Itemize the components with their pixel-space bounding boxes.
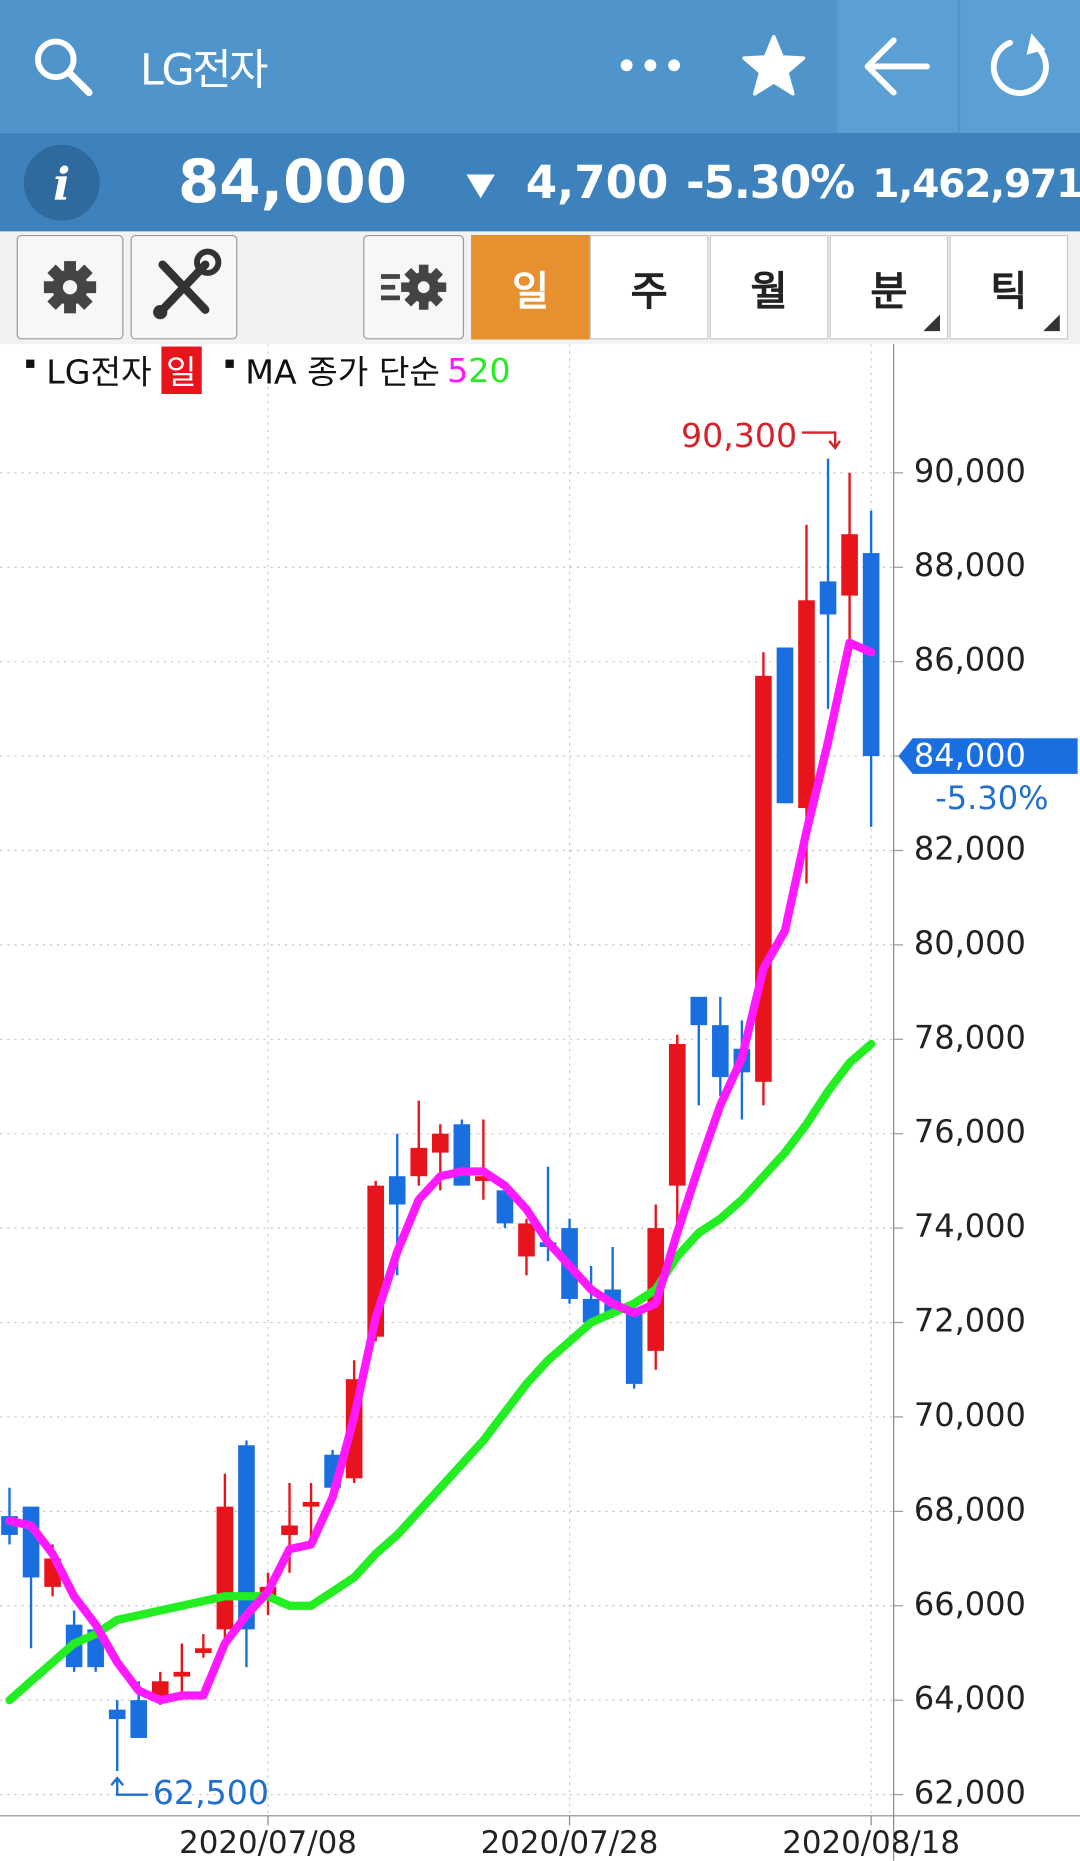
y-tick-label: 66,000 — [914, 1585, 1026, 1623]
y-tick-label: 82,000 — [914, 829, 1026, 867]
y-tick-label: 74,000 — [914, 1207, 1026, 1245]
candle-body — [690, 996, 708, 1026]
y-tick-label: 62,000 — [914, 1774, 1026, 1812]
tab-corner — [1043, 314, 1060, 332]
y-tick-label: 78,000 — [914, 1018, 1026, 1056]
candle-body — [388, 1176, 406, 1205]
candle-body — [22, 1506, 40, 1578]
top-bar: LG전자 — [0, 0, 1080, 133]
settings-button[interactable] — [16, 234, 124, 340]
legend-ma20: 20 — [468, 350, 511, 390]
tab-corner — [923, 314, 940, 332]
candle-body — [668, 1044, 686, 1186]
y-tick-label: 64,000 — [914, 1679, 1026, 1717]
candle-body — [410, 1147, 428, 1177]
tab[interactable]: 주 — [589, 234, 709, 340]
legend-ma5: 5 — [447, 350, 469, 390]
candle-body — [841, 534, 858, 596]
candle-body — [431, 1133, 449, 1153]
ma-line — [5, 638, 876, 1705]
low-marker-label: 62,500 — [153, 1773, 269, 1812]
legend-symbol: LG전자 — [46, 352, 152, 392]
tab[interactable]: 일 — [471, 234, 590, 340]
legend: LG전자 일 MA 종가 단순 5 20 — [26, 346, 511, 395]
x-tick-label: 2020/07/28 — [481, 1825, 659, 1861]
refresh-icon — [990, 33, 1049, 96]
candle-body — [302, 1501, 320, 1507]
indicator-icon — [380, 264, 447, 310]
gear-icon — [43, 261, 97, 314]
toolbar: 일 주 월 분 틱 — [0, 231, 1080, 345]
down-triangle — [466, 174, 495, 199]
last-price-label: 84,000 — [914, 736, 1026, 774]
more-button[interactable] — [617, 53, 683, 77]
info-button[interactable]: i — [23, 144, 100, 221]
legend-period: 일 — [161, 346, 202, 395]
candle-body — [130, 1700, 148, 1738]
price-change: 4,700 — [525, 156, 669, 209]
candle-body — [238, 1445, 255, 1630]
volume: 1,462,971 — [872, 160, 1080, 207]
candle-body — [625, 1308, 643, 1384]
y-tick-label: 76,000 — [914, 1113, 1026, 1151]
candle-body — [712, 1025, 729, 1078]
back-icon — [864, 37, 930, 96]
y-tick-label: 68,000 — [914, 1490, 1026, 1528]
current-price: 84,000 — [178, 147, 408, 216]
tab[interactable]: 분 — [829, 234, 949, 340]
favorite-button[interactable] — [741, 33, 807, 99]
candle-body — [496, 1190, 514, 1224]
stock-title: LG전자 — [140, 46, 268, 95]
ma-line — [5, 1039, 876, 1705]
tab-label: 분 — [870, 267, 908, 316]
legend-marker — [225, 359, 234, 368]
legend-marker — [26, 359, 35, 368]
y-tick-label: 86,000 — [914, 641, 1026, 679]
y-tick-label: 90,000 — [914, 452, 1026, 490]
candle-body — [518, 1223, 535, 1257]
chart: 62,000 64,000 66,000 68,000 70,000 72,000 74,0… — [0, 344, 1080, 1861]
x-tick-label: 2020/07/08 — [179, 1825, 357, 1861]
search-button[interactable] — [30, 33, 96, 99]
y-tick-label: 88,000 — [914, 546, 1026, 584]
back-button[interactable] — [836, 0, 958, 133]
candle-body — [108, 1709, 126, 1720]
legend-indicator: MA 종가 단순 — [245, 352, 441, 392]
candle-body — [755, 675, 772, 1082]
high-marker-label: 90,300 — [681, 416, 797, 455]
candle-body — [195, 1648, 212, 1653]
tools-icon — [153, 248, 222, 320]
y-tick-label: 80,000 — [914, 924, 1026, 962]
candle-body — [798, 600, 815, 808]
candle-body — [281, 1525, 298, 1535]
candle-body — [216, 1506, 234, 1630]
candle-body — [819, 581, 837, 615]
tab[interactable]: 월 — [709, 234, 829, 340]
low-marker-arrow — [110, 1776, 149, 1796]
candle-body — [776, 647, 794, 804]
y-tick-label: 72,000 — [914, 1302, 1026, 1340]
y-tick-label: 70,000 — [914, 1396, 1026, 1434]
tab[interactable]: 틱 — [949, 234, 1069, 340]
last-price-tag — [898, 738, 1078, 774]
indicator-button[interactable] — [363, 234, 465, 340]
refresh-button[interactable] — [960, 0, 1080, 133]
tab-label: 틱 — [990, 267, 1028, 316]
tools-button[interactable] — [130, 234, 238, 340]
last-change-label: -5.30% — [935, 779, 1048, 817]
candle-body — [173, 1671, 191, 1677]
candle-body — [475, 1176, 492, 1181]
quote-bar: i 84,000 4,700 -5.30% 1,462,971 — [0, 132, 1080, 232]
high-marker-arrow — [801, 431, 841, 450]
change-rate: -5.30% — [685, 156, 855, 209]
x-tick-label: 2020/08/18 — [782, 1825, 960, 1861]
